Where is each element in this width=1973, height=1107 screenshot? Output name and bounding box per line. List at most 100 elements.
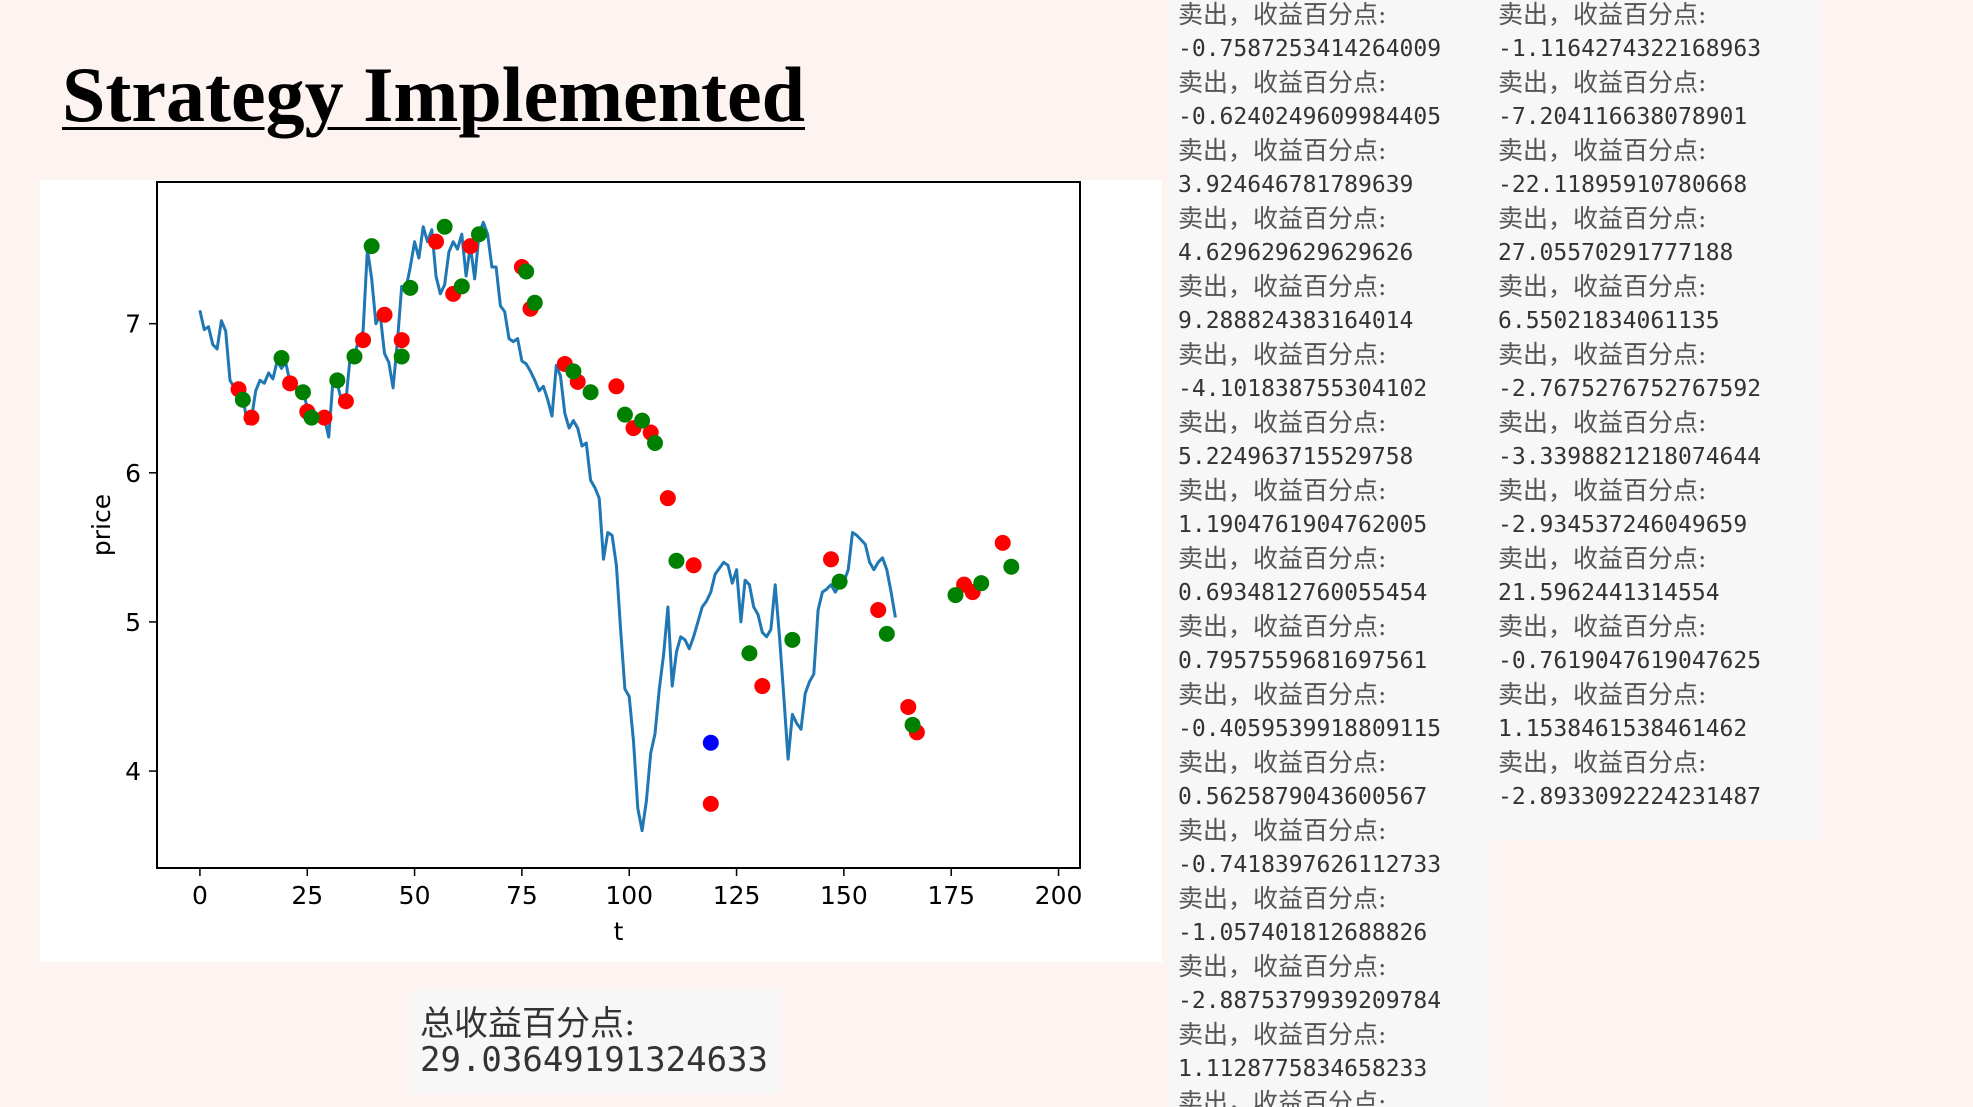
log-entry-value: 27.05570291777188: [1498, 240, 1734, 266]
total-return-value: 29.03649191324633: [420, 1040, 768, 1080]
log-entry-value: 1.1538461538461462: [1498, 716, 1748, 742]
log-entry-value: 3.924646781789639: [1178, 172, 1414, 198]
buy-marker: [294, 384, 311, 401]
sell-marker: [337, 393, 354, 410]
log-entry: 卖出，收益百分点: -1.057401812688826: [1170, 882, 1490, 950]
log-entry-label: 卖出，收益百分点:: [1498, 544, 1707, 573]
log-entry: 卖出，收益百分点: -7.20411663807890​1: [1490, 66, 1820, 134]
log-entry-label: 卖出，收益百分点:: [1498, 476, 1707, 505]
buy-marker: [329, 372, 346, 389]
log-entry: 卖出，收益百分点: -2.7675276752767592: [1490, 338, 1820, 406]
x-tick-label: 75: [506, 881, 538, 910]
log-entry: 卖出，收益百分点: -1.1164274322168963: [1490, 0, 1820, 66]
log-entry-label: 卖出，收益百分点:: [1498, 272, 1707, 301]
x-tick-label: 200: [1035, 881, 1083, 910]
buy-marker: [234, 391, 251, 408]
x-tick-label: 150: [820, 881, 868, 910]
log-entry: 卖出，收益百分点: 21.5962441314554: [1490, 542, 1820, 610]
y-tick-label: 7: [125, 310, 141, 339]
buy-marker: [616, 406, 633, 423]
sell-marker: [823, 551, 840, 568]
log-entry-value: -0.6240249609984405: [1178, 104, 1442, 130]
log-entry: 卖出，收益百分点: -0.7619047619047625: [1490, 610, 1820, 678]
log-entry-label: 卖出，收益百分点:: [1178, 680, 1387, 709]
buy-marker: [668, 552, 685, 569]
page-title: Strategy Implemented: [62, 51, 806, 138]
log-entry-label: 卖出，收益百分点:: [1178, 68, 1387, 97]
log-entry-label: 卖出，收益百分点:: [1498, 340, 1707, 369]
log-entry-label-partial: 卖出，收益百分点:: [1178, 1088, 1387, 1107]
log-entry: 卖出，收益百分点: 6.55021834061135: [1490, 270, 1820, 338]
log-entry-label: 卖出，收益百分点:: [1178, 748, 1387, 777]
sell-marker: [282, 375, 299, 392]
log-entry-value: 9.288824383164014: [1178, 308, 1414, 334]
log-entry-value: -2.8875379939209784: [1178, 988, 1442, 1014]
x-tick-label: 0: [192, 881, 208, 910]
log-entry-label: 卖出，收益百分点:: [1178, 544, 1387, 573]
log-entry-value: -1.1164274322168963: [1498, 36, 1762, 62]
log-entry-label: 卖出，收益百分点:: [1498, 408, 1707, 437]
chart-panel: 0 25 50 75 100 125 150 175 200 4 5 6 7 t price: [40, 180, 1162, 962]
buy-marker: [453, 278, 470, 295]
log-entry: 卖出，收益百分点: 9.288824383164014: [1170, 270, 1490, 338]
log-entry-label: 卖出，收益百分点:: [1498, 612, 1707, 641]
total-return-box: 总收益百分点: 29.03649191324633: [412, 990, 780, 1094]
log-entry-value: -0.7619047619047625: [1498, 648, 1762, 674]
y-axis-label: price: [87, 494, 116, 556]
buy-marker: [784, 631, 801, 648]
log-entry: 卖出，收益百分点: 1.1538461538461462: [1490, 678, 1820, 746]
log-entry-label: 卖出，收益百分点:: [1178, 1020, 1387, 1049]
log-entry-value: 4.629629629629626: [1178, 240, 1414, 266]
sell-marker: [900, 698, 917, 715]
buy-marker: [303, 409, 320, 426]
x-tick-label: 50: [399, 881, 431, 910]
log-entry-value: -2.7675276752767592: [1498, 376, 1762, 402]
log-entry: 卖出，收益百分点: 5.224963715529758: [1170, 406, 1490, 474]
log-entry-value: 1.1904761904762005: [1178, 512, 1428, 538]
buy-marker: [436, 218, 453, 235]
buy-marker: [1003, 558, 1020, 575]
buy-marker: [904, 716, 921, 733]
log-entry-value: -2.8933092224231487: [1498, 784, 1762, 810]
log-entry-value: 5.224963715529758: [1178, 444, 1414, 470]
log-entry-value: -1.057401812688826: [1178, 920, 1428, 946]
log-entry-label: 卖出，收益百分点:: [1178, 408, 1387, 437]
sell-marker: [428, 233, 445, 250]
buy-marker: [947, 587, 964, 604]
buy-marker: [878, 625, 895, 642]
sell-marker: [870, 602, 887, 619]
log-entry: 卖出，收益百分点: -0.7418397626112733: [1170, 814, 1490, 882]
x-tick-label: 125: [713, 881, 761, 910]
buy-marker: [346, 348, 363, 365]
sell-marker: [702, 795, 719, 812]
log-entry: 卖出，收益百分点: -3.3398821218074644: [1490, 406, 1820, 474]
total-return-label: 总收益百分点:: [420, 1004, 636, 1044]
blue-marker: [702, 734, 719, 751]
buy-marker: [973, 575, 990, 592]
buy-marker: [470, 226, 487, 243]
trade-log-column-1[interactable]: 卖出，收益百分点: -0.7587253414264009 卖出，收益百分点: -0.…: [1170, 0, 1490, 1107]
buy-marker: [634, 412, 651, 429]
log-entry-label: 卖出，收益百分点:: [1178, 816, 1387, 845]
log-entry-value: -4.101838755304102: [1178, 376, 1428, 402]
log-entry: 卖出，收益百分点: 27.05570291777188: [1490, 202, 1820, 270]
log-entry-value: 6.55021834061135: [1498, 308, 1720, 334]
log-entry-label: 卖出，收益百分点:: [1178, 272, 1387, 301]
x-tick-label: 100: [605, 881, 653, 910]
log-entry-value: -7.20411663807890​1: [1498, 104, 1748, 130]
log-entry-value: 21.5962441314554: [1498, 580, 1720, 606]
log-entry: 卖出，收益百分点: 0.5625879043600567: [1170, 746, 1490, 814]
log-entry: 卖出，收益百分点: 3.924646781789639: [1170, 134, 1490, 202]
log-entry-value: -0.7418397626112733: [1178, 852, 1442, 878]
trade-log-column-2[interactable]: 卖出，收益百分点: -1.1164274322168963 卖出，收益百分点: -7.…: [1490, 0, 1820, 840]
log-entry-value: -0.7587253414264009: [1178, 36, 1442, 62]
log-entry: 卖出，收益百分点: -2.8875379939209784: [1170, 950, 1490, 1018]
log-entry-label: 卖出，收益百分点:: [1178, 136, 1387, 165]
buy-marker: [831, 573, 848, 590]
buy-marker: [393, 348, 410, 365]
buy-marker: [526, 294, 543, 311]
x-tick-label: 175: [927, 881, 975, 910]
log-entry: 卖出，收益百分点: 4.629629629629626: [1170, 202, 1490, 270]
log-entry-label: 卖出，收益百分点:: [1178, 204, 1387, 233]
log-entry-value: 0.7957559681697561: [1178, 648, 1428, 674]
